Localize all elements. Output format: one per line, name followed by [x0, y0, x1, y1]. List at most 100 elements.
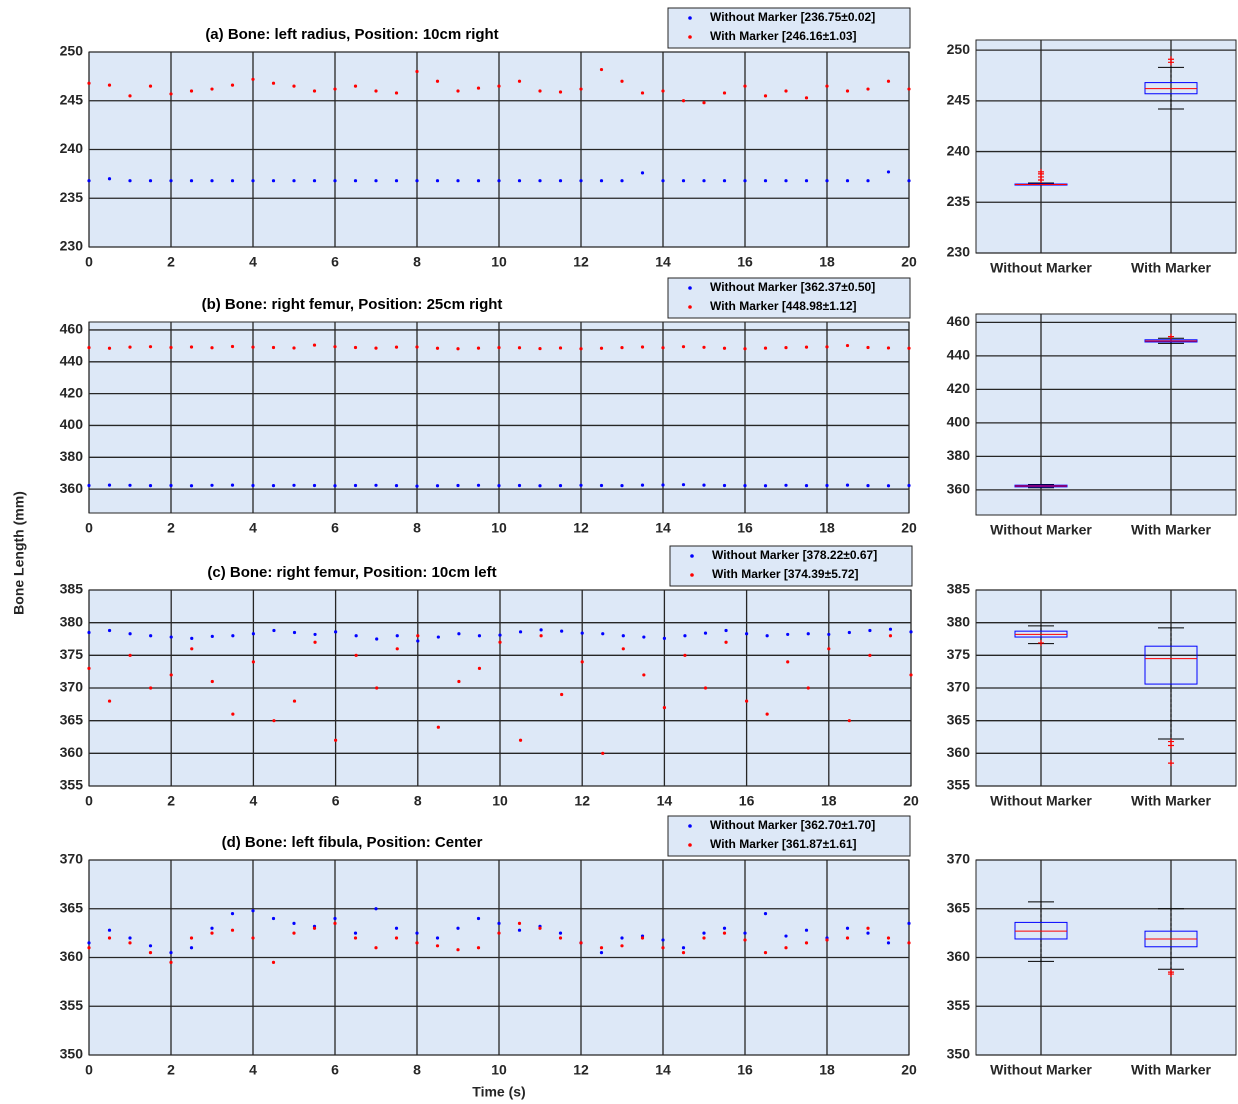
- point: [394, 936, 399, 940]
- legend-label: Without Marker [362.37±0.50]: [710, 280, 875, 294]
- point: [476, 179, 481, 183]
- x-tick-label: 12: [573, 254, 589, 270]
- point: [886, 484, 891, 488]
- point: [394, 91, 399, 95]
- y-tick-label: 240: [60, 140, 84, 156]
- y-tick-label: 245: [60, 91, 84, 107]
- point: [415, 345, 419, 349]
- point: [333, 179, 337, 183]
- y-tick-label: 360: [60, 480, 84, 496]
- point: [128, 483, 132, 487]
- point: [169, 179, 173, 183]
- point: [128, 653, 132, 657]
- x-tick-label: 14: [655, 520, 671, 536]
- point: [292, 483, 296, 487]
- point: [271, 960, 276, 964]
- point: [580, 660, 584, 664]
- point: [845, 936, 850, 940]
- point: [661, 483, 665, 487]
- point: [128, 632, 132, 636]
- point: [827, 632, 831, 637]
- y-tick-label: 385: [60, 581, 84, 597]
- point: [722, 179, 727, 183]
- point: [620, 346, 624, 350]
- point: [313, 640, 317, 644]
- point: [231, 634, 235, 638]
- y-tick-label: 440: [947, 347, 971, 363]
- x-tick-label: Without Marker: [990, 793, 1092, 809]
- point: [579, 179, 583, 183]
- point: [804, 928, 809, 932]
- point: [497, 84, 501, 88]
- x-axis-label: Time (s): [472, 1084, 525, 1100]
- point: [661, 938, 665, 942]
- point: [292, 346, 296, 350]
- point: [702, 179, 706, 183]
- point: [661, 89, 665, 93]
- x-tick-label: 14: [655, 1062, 671, 1078]
- point: [415, 931, 419, 935]
- x-tick-label: Without Marker: [990, 260, 1092, 276]
- point: [825, 483, 829, 488]
- point: [189, 936, 194, 940]
- point: [353, 84, 358, 88]
- point: [456, 948, 460, 952]
- point: [128, 936, 132, 940]
- x-tick-label: 10: [491, 1062, 507, 1078]
- point: [558, 179, 563, 183]
- point: [784, 179, 788, 183]
- x-tick-label: 4: [250, 793, 258, 809]
- point: [806, 686, 810, 690]
- point: [539, 628, 543, 632]
- x-tick-label: 8: [413, 254, 421, 270]
- y-tick-label: 360: [947, 948, 971, 964]
- point: [251, 660, 255, 664]
- point: [415, 69, 419, 74]
- point: [435, 484, 440, 488]
- point: [601, 751, 605, 755]
- box: [1144, 82, 1198, 95]
- point: [128, 345, 132, 349]
- point: [251, 179, 255, 183]
- point: [353, 483, 358, 488]
- point: [189, 345, 194, 349]
- point: [620, 944, 624, 948]
- point: [866, 87, 870, 91]
- y-tick-label: 235: [60, 189, 84, 205]
- x-tick-label: 6: [331, 520, 339, 536]
- point: [456, 179, 460, 183]
- x-tick-label: Without Marker: [990, 522, 1092, 538]
- point: [702, 936, 706, 940]
- point: [621, 647, 625, 651]
- point: [374, 346, 378, 350]
- x-tick-label: 18: [819, 1062, 835, 1078]
- y-axis-label: Bone Length (mm): [11, 491, 27, 615]
- point: [620, 79, 624, 83]
- point: [579, 483, 583, 487]
- point: [702, 483, 706, 487]
- x-tick-label: 8: [413, 520, 421, 536]
- point: [907, 346, 911, 350]
- point: [845, 179, 850, 183]
- y-tick-label: 230: [947, 244, 971, 260]
- x-tick-label: 16: [737, 520, 753, 536]
- x-tick-label: 12: [573, 1062, 589, 1078]
- legend-label: With Marker [246.16±1.03]: [710, 29, 857, 43]
- chart-title: (c) Bone: right femur, Position: 10cm le…: [207, 564, 496, 581]
- point: [681, 345, 686, 349]
- legend-marker: [688, 843, 692, 847]
- legend-label: With Marker [448.98±1.12]: [710, 299, 857, 313]
- point: [435, 79, 440, 83]
- point: [210, 87, 214, 91]
- point: [845, 483, 850, 487]
- point: [354, 653, 358, 657]
- point: [866, 179, 870, 183]
- point: [866, 484, 870, 488]
- point: [722, 931, 727, 935]
- point: [312, 926, 317, 930]
- outlier: [1168, 333, 1174, 340]
- y-tick-label: 380: [60, 448, 84, 464]
- x-tick-label: 0: [85, 254, 93, 270]
- point: [888, 627, 893, 631]
- legend: [667, 277, 911, 319]
